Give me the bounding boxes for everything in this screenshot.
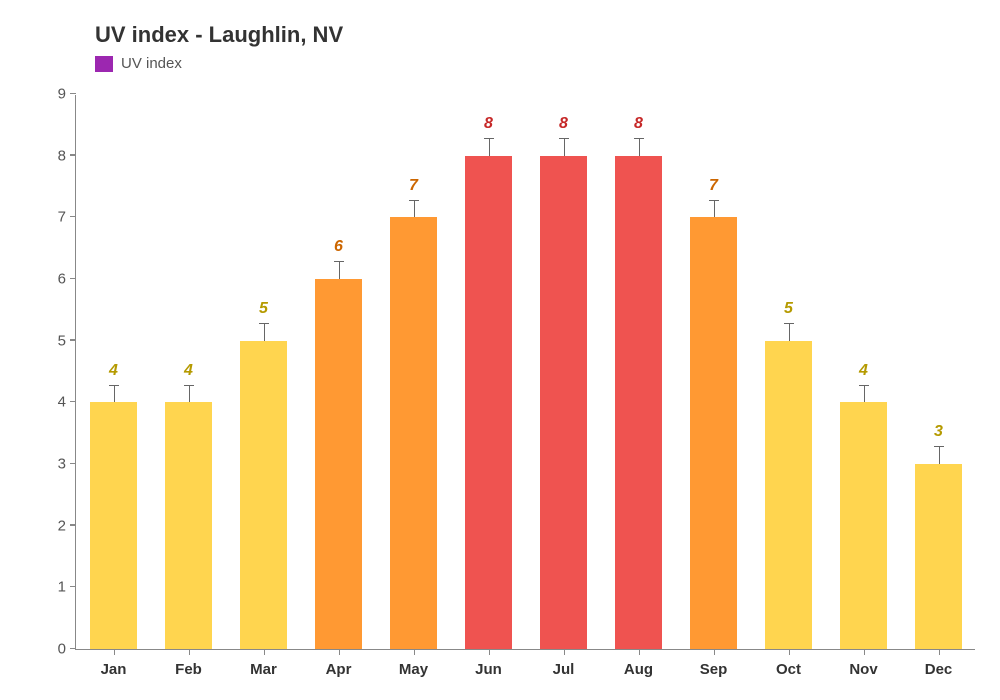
x-tick-label: Jan xyxy=(101,661,127,678)
bar-whisker xyxy=(264,324,265,341)
bar-value-label: 8 xyxy=(559,115,568,133)
x-tick-mark xyxy=(939,649,941,655)
y-tick-label: 0 xyxy=(58,641,76,658)
bar xyxy=(840,402,887,649)
y-tick-mark xyxy=(70,278,76,280)
bar-whisker-cap xyxy=(634,138,644,139)
x-tick-mark xyxy=(714,649,716,655)
x-tick-label: May xyxy=(399,661,428,678)
bar-whisker-cap xyxy=(484,138,494,139)
bar-whisker-cap xyxy=(334,261,344,262)
x-tick-label: Mar xyxy=(250,661,277,678)
bar-whisker xyxy=(489,139,490,156)
y-tick-label: 8 xyxy=(58,147,76,164)
bar-value-label: 4 xyxy=(109,362,118,380)
bar-whisker-cap xyxy=(559,138,569,139)
y-tick-label: 9 xyxy=(58,86,76,103)
bar-value-label: 3 xyxy=(934,423,943,441)
bar-whisker xyxy=(414,201,415,218)
bar-whisker xyxy=(939,447,940,464)
bar-whisker-cap xyxy=(859,385,869,386)
bar-whisker-cap xyxy=(409,200,419,201)
y-tick-label: 5 xyxy=(58,332,76,349)
bar-value-label: 4 xyxy=(184,362,193,380)
x-tick-label: Jun xyxy=(475,661,502,678)
bar-value-label: 7 xyxy=(409,177,418,195)
bar-whisker-cap xyxy=(709,200,719,201)
y-tick-label: 4 xyxy=(58,394,76,411)
x-tick-label: Aug xyxy=(624,661,653,678)
bar-value-label: 7 xyxy=(709,177,718,195)
y-tick-mark xyxy=(70,154,76,156)
x-tick-mark xyxy=(864,649,866,655)
bar-whisker xyxy=(789,324,790,341)
y-tick-mark xyxy=(70,216,76,218)
y-tick-mark xyxy=(70,463,76,465)
bar xyxy=(540,156,587,649)
bar-whisker xyxy=(114,386,115,403)
y-tick-label: 7 xyxy=(58,209,76,226)
chart-title: UV index - Laughlin, NV xyxy=(95,22,343,48)
bar xyxy=(315,279,362,649)
y-tick-label: 3 xyxy=(58,456,76,473)
bar-whisker-cap xyxy=(109,385,119,386)
bar-value-label: 6 xyxy=(334,238,343,256)
x-tick-label: Sep xyxy=(700,661,728,678)
bar-value-label: 8 xyxy=(634,115,643,133)
bar-whisker xyxy=(339,262,340,279)
bar-whisker xyxy=(639,139,640,156)
y-tick-mark xyxy=(70,524,76,526)
y-tick-label: 1 xyxy=(58,579,76,596)
bar xyxy=(90,402,137,649)
x-tick-label: Oct xyxy=(776,661,801,678)
bar-value-label: 8 xyxy=(484,115,493,133)
y-tick-label: 6 xyxy=(58,271,76,288)
y-tick-mark xyxy=(70,586,76,588)
x-tick-mark xyxy=(264,649,266,655)
x-tick-label: Nov xyxy=(849,661,877,678)
x-tick-mark xyxy=(789,649,791,655)
bar xyxy=(615,156,662,649)
x-tick-mark xyxy=(489,649,491,655)
bar-value-label: 4 xyxy=(859,362,868,380)
x-tick-label: Apr xyxy=(326,661,352,678)
x-tick-mark xyxy=(564,649,566,655)
bar-whisker xyxy=(864,386,865,403)
plot-area: 0123456789Jan4Feb4Mar5Apr6May7Jun8Jul8Au… xyxy=(75,95,975,650)
bar xyxy=(240,341,287,649)
y-tick-mark xyxy=(70,93,76,95)
x-tick-mark xyxy=(339,649,341,655)
bar-whisker-cap xyxy=(184,385,194,386)
bar-whisker-cap xyxy=(259,323,269,324)
x-tick-mark xyxy=(639,649,641,655)
bar-value-label: 5 xyxy=(259,300,268,318)
x-tick-mark xyxy=(114,649,116,655)
bar-whisker xyxy=(189,386,190,403)
legend: UV index xyxy=(95,55,182,72)
y-tick-mark xyxy=(70,339,76,341)
x-tick-mark xyxy=(189,649,191,655)
bar xyxy=(690,217,737,649)
bar-whisker xyxy=(714,201,715,218)
x-tick-label: Feb xyxy=(175,661,202,678)
y-tick-mark xyxy=(70,401,76,403)
bar xyxy=(465,156,512,649)
bar xyxy=(165,402,212,649)
legend-label: UV index xyxy=(121,55,182,72)
chart-container: UV index - Laughlin, NV UV index 0 1 2 3 4 5 6… xyxy=(0,0,1000,700)
bar-value-label: 5 xyxy=(784,300,793,318)
x-tick-label: Dec xyxy=(925,661,953,678)
bar-whisker-cap xyxy=(784,323,794,324)
y-tick-label: 2 xyxy=(58,517,76,534)
bar-whisker-cap xyxy=(934,446,944,447)
x-tick-mark xyxy=(414,649,416,655)
bar xyxy=(765,341,812,649)
bar xyxy=(390,217,437,649)
bar-whisker xyxy=(564,139,565,156)
x-tick-label: Jul xyxy=(553,661,575,678)
legend-swatch xyxy=(95,56,113,72)
y-tick-mark xyxy=(70,648,76,650)
bar xyxy=(915,464,962,649)
